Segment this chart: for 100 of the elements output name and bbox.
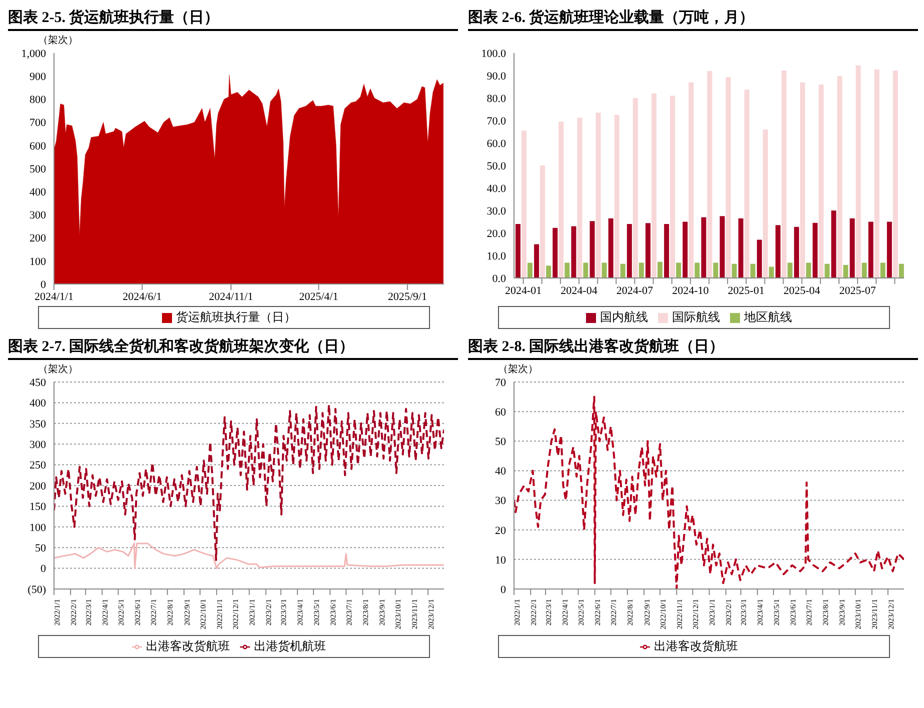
bar (645, 223, 650, 278)
y-tick-label: 400 (30, 186, 46, 199)
bar (657, 262, 662, 278)
x-tick-label: 2024-01 (504, 284, 542, 297)
y-tick-label: 300 (30, 439, 46, 452)
y-tick-label: 900 (30, 71, 46, 84)
legend-label: 国际航线 (672, 310, 720, 324)
line-series (54, 404, 444, 562)
bar (818, 84, 824, 278)
y-tick-label: 60.0 (486, 138, 506, 150)
bar (694, 262, 700, 278)
y-tick-label: 70.0 (486, 115, 506, 128)
bar (750, 264, 756, 278)
bar (682, 222, 688, 278)
bar (620, 264, 626, 278)
bar (837, 76, 842, 278)
y-tick-label: 40 (495, 466, 506, 478)
bar (577, 118, 582, 278)
x-tick-label: 2025-01 (728, 284, 764, 297)
x-tick-label: 2024/6/1 (122, 290, 162, 303)
y-tick-label: 600 (30, 140, 46, 152)
chart-title: 图表 2-6. 货运航班理论业载量（万吨，月） (468, 8, 918, 31)
bar (590, 221, 595, 278)
bar (720, 216, 725, 278)
y-tick-label: 50 (35, 542, 46, 555)
bar (794, 226, 800, 278)
y-tick-label: 50 (495, 436, 506, 448)
bar (744, 90, 750, 278)
x-tick-label: 2024/11/1 (208, 290, 254, 303)
y-tick-label: 100.0 (481, 48, 506, 60)
x-tick-label: 2025-07 (839, 284, 876, 297)
y-tick-label: 800 (30, 94, 46, 106)
bar (892, 70, 898, 278)
bar (676, 262, 682, 278)
y-tick-label: 500 (30, 163, 46, 176)
bar (651, 94, 656, 278)
chart-title: 图表 2-7. 国际线全货机和客改货航班架次变化（日） (8, 337, 458, 360)
bar (546, 266, 552, 278)
bar (806, 262, 812, 278)
bar (527, 262, 532, 278)
y-tick-label: 200 (30, 480, 46, 492)
y-tick-label: 450 (30, 376, 46, 389)
bar (880, 262, 886, 278)
y-tick-label: 200 (30, 232, 46, 245)
y-tick-label: 10.0 (486, 250, 506, 262)
bar (762, 130, 768, 278)
y-tick-label: 350 (30, 418, 46, 430)
bar (856, 65, 861, 278)
legend-label: 货运航班执行量（日） (176, 310, 296, 324)
y-tick-label: 30.0 (486, 205, 506, 218)
bar (638, 262, 644, 278)
x-tick-label: 2024-04 (560, 284, 598, 297)
bar (824, 264, 830, 278)
legend-label: 出港客改货航班 (654, 639, 738, 653)
y-axis-title: （架次） (37, 362, 79, 376)
y-axis-title: （架次） (37, 34, 79, 47)
y-tick-label: 0 (40, 563, 46, 576)
bar (583, 262, 588, 278)
bar (614, 114, 620, 278)
bar (632, 98, 638, 278)
x-tick-label: 2024-10 (672, 284, 710, 297)
bar (540, 166, 546, 278)
y-tick-label: 100 (30, 256, 46, 268)
bar (688, 82, 694, 278)
legend-label: 国内航线 (600, 310, 648, 324)
y-axis-title: （架次） (497, 362, 539, 376)
bar (787, 262, 792, 278)
x-tick-label: 2024/1/1 (34, 290, 74, 303)
y-tick-label: 20.0 (486, 228, 506, 240)
y-tick-label: 40.0 (486, 182, 506, 195)
bar (843, 264, 848, 278)
y-tick-label: 300 (30, 210, 46, 222)
bar (626, 224, 632, 278)
y-tick-label: 80.0 (486, 92, 506, 105)
bar (874, 69, 880, 278)
bar (521, 130, 526, 278)
x-tick-label: 2025/9/1 (388, 290, 427, 303)
bar (800, 82, 806, 278)
bar (781, 70, 786, 278)
y-tick-label: 400 (30, 398, 46, 410)
bar (756, 240, 762, 278)
bar (608, 218, 614, 278)
bar (558, 122, 564, 278)
x-tick-label: 2025-04 (784, 284, 821, 297)
y-tick-label: 70 (495, 376, 506, 389)
bar (831, 210, 836, 278)
bar (868, 222, 874, 278)
bar (602, 262, 607, 278)
bar (515, 224, 520, 278)
chart-title: 图表 2-5. 货运航班执行量（日） (8, 8, 458, 31)
chart-title: 图表 2-8. 国际线出港客改货航班（日） (468, 337, 918, 360)
bar (664, 224, 670, 278)
bar (571, 226, 576, 278)
y-tick-label: 250 (30, 460, 46, 472)
bar (552, 228, 558, 278)
bar (775, 225, 780, 278)
y-tick-label: 50.0 (486, 160, 506, 172)
x-tick-label: 2025/4/1 (299, 290, 338, 303)
y-tick-label: 30 (495, 495, 506, 508)
y-tick-label: 90.0 (486, 70, 506, 82)
